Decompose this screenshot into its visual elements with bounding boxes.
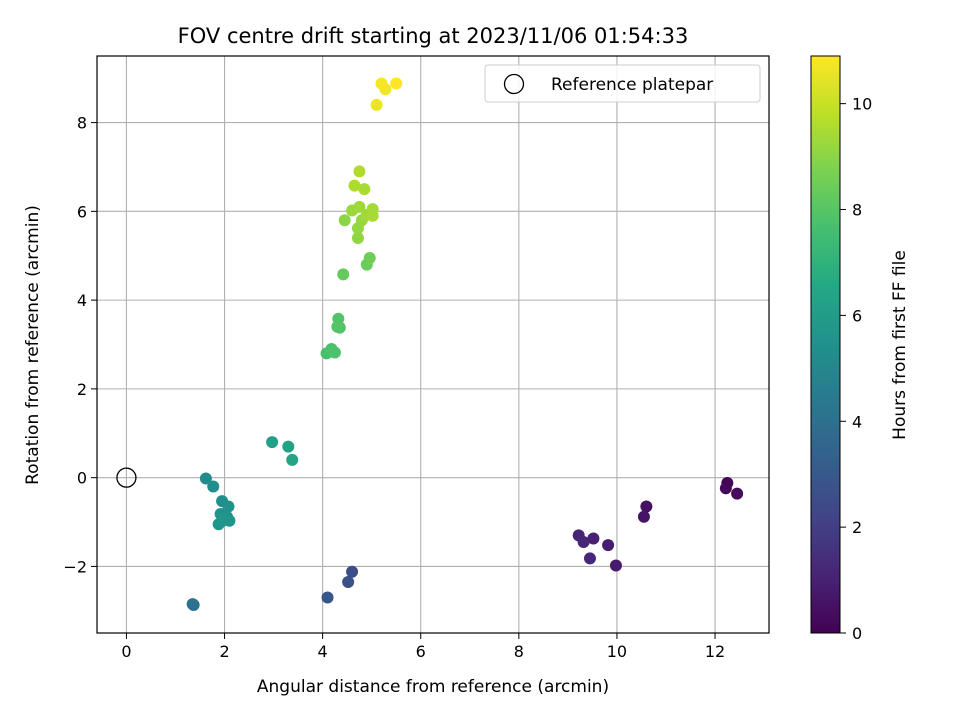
y-tick-label: −2 bbox=[63, 557, 87, 576]
grid-lines bbox=[97, 56, 769, 633]
data-point bbox=[390, 77, 403, 90]
x-tick-label: 2 bbox=[219, 642, 229, 661]
data-point bbox=[338, 214, 351, 227]
data-point bbox=[363, 251, 376, 264]
data-point bbox=[731, 487, 744, 500]
data-point bbox=[282, 440, 295, 453]
colorbar-tick-label: 10 bbox=[852, 95, 872, 114]
colorbar-tick-label: 0 bbox=[852, 624, 862, 643]
legend-entry-reference: Reference platepar bbox=[551, 75, 713, 95]
colorbar: 0 2 4 6 8 10 Hours from first FF file bbox=[810, 55, 910, 643]
y-tick-label: 8 bbox=[77, 114, 87, 133]
x-axis-ticks: 0 2 4 6 8 10 12 bbox=[121, 633, 725, 661]
data-point bbox=[609, 559, 622, 572]
data-point bbox=[216, 515, 229, 528]
data-point bbox=[637, 510, 650, 523]
x-tick-label: 6 bbox=[416, 642, 426, 661]
data-point bbox=[353, 165, 366, 178]
data-point bbox=[342, 575, 355, 588]
data-point bbox=[358, 183, 371, 196]
data-point bbox=[199, 472, 212, 485]
y-tick-label: 4 bbox=[77, 291, 87, 310]
data-point bbox=[186, 598, 199, 611]
y-tick-label: 6 bbox=[77, 202, 87, 221]
y-axis-label: Rotation from reference (arcmin) bbox=[23, 205, 43, 485]
y-axis-ticks: −2 0 2 4 6 8 bbox=[63, 114, 97, 576]
y-tick-label: 2 bbox=[77, 380, 87, 399]
data-point bbox=[348, 179, 361, 192]
data-point bbox=[337, 268, 350, 281]
colorbar-label: Hours from first FF file bbox=[890, 250, 910, 440]
colorbar-gradient bbox=[810, 55, 841, 634]
colorbar-tick-label: 8 bbox=[852, 201, 862, 220]
legend-reference-marker bbox=[503, 73, 525, 95]
plot-frame bbox=[96, 55, 770, 634]
data-point bbox=[266, 436, 279, 449]
data-point bbox=[222, 500, 235, 513]
x-tick-label: 12 bbox=[705, 642, 725, 661]
data-point bbox=[640, 500, 653, 513]
colorbar-tick-label: 2 bbox=[852, 518, 862, 537]
data-point bbox=[286, 453, 299, 466]
data-point bbox=[351, 231, 364, 244]
x-tick-label: 4 bbox=[318, 642, 328, 661]
data-point bbox=[366, 209, 379, 222]
x-axis-label: Angular distance from reference (arcmin) bbox=[257, 677, 609, 697]
colorbar-tick-label: 4 bbox=[852, 412, 862, 431]
data-points bbox=[186, 77, 744, 612]
reference-marker bbox=[116, 467, 137, 488]
data-point bbox=[602, 539, 615, 552]
data-point bbox=[353, 200, 366, 213]
colorbar-tick-label: 6 bbox=[852, 306, 862, 325]
y-tick-label: 0 bbox=[77, 469, 87, 488]
x-tick-label: 10 bbox=[607, 642, 627, 661]
legend-box bbox=[484, 64, 761, 103]
data-point bbox=[328, 346, 341, 359]
reference-marker-group bbox=[116, 467, 137, 488]
colorbar-ticks: 0 2 4 6 8 10 bbox=[840, 95, 872, 643]
data-point bbox=[577, 536, 590, 549]
data-point bbox=[331, 320, 344, 333]
data-point bbox=[370, 98, 383, 111]
legend: Reference platepar bbox=[484, 64, 761, 103]
data-point bbox=[587, 532, 600, 545]
x-tick-label: 0 bbox=[121, 642, 131, 661]
data-point bbox=[375, 77, 388, 90]
data-point bbox=[321, 591, 334, 604]
data-point bbox=[346, 565, 359, 578]
data-point bbox=[719, 482, 732, 495]
chart-title: FOV centre drift starting at 2023/11/06 … bbox=[178, 24, 689, 48]
data-point bbox=[583, 552, 596, 565]
x-tick-label: 8 bbox=[514, 642, 524, 661]
data-point bbox=[207, 480, 220, 493]
